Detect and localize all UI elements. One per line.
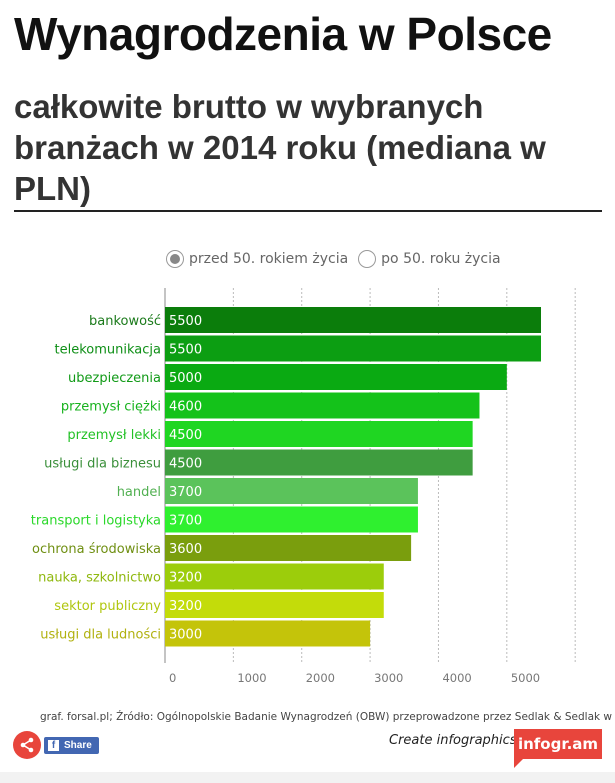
brand-logo-link[interactable]: infogr.am xyxy=(514,729,602,759)
bottom-bar xyxy=(0,772,615,783)
bar xyxy=(165,335,541,362)
x-tick-label: 5000 xyxy=(511,671,540,685)
data-label: 3200 xyxy=(169,599,202,614)
share-label: Share xyxy=(64,740,92,751)
share-icon xyxy=(20,737,34,753)
category-label: usługi dla biznesu xyxy=(44,457,161,472)
data-label: 3200 xyxy=(169,571,202,586)
x-tick-label: 3000 xyxy=(374,671,403,685)
category-label: handel xyxy=(117,485,161,500)
category-label: ochrona środowiska xyxy=(32,542,161,557)
data-label: 3600 xyxy=(169,542,202,557)
title-divider xyxy=(14,210,602,212)
bar xyxy=(165,535,412,561)
bar-chart-svg: 5500 bankowość 5500 telekomunikacja 5000 ubez… xyxy=(31,288,576,685)
data-label: 4500 xyxy=(169,457,202,472)
x-tick-label: 1000 xyxy=(237,671,266,685)
category-label: usługi dla ludności xyxy=(40,628,161,643)
category-label: sektor publiczny xyxy=(54,599,161,614)
chart-legend: przed 50. rokiem życia po 50. roku życia xyxy=(166,246,511,272)
bar xyxy=(165,392,480,419)
page-subtitle: całkowite brutto w wybranych branżach w … xyxy=(14,88,546,207)
bar xyxy=(165,506,418,533)
bar xyxy=(165,307,541,333)
data-label: 3700 xyxy=(169,485,202,500)
radio-unselected-icon[interactable] xyxy=(358,250,377,268)
data-label: 5500 xyxy=(169,343,202,358)
facebook-icon: f xyxy=(48,740,59,751)
category-label: przemysł lekki xyxy=(67,428,161,443)
bar xyxy=(165,592,384,618)
create-infographics-link[interactable]: Create infographics xyxy=(389,733,517,748)
category-label: bankowość xyxy=(89,314,161,329)
data-label: 3700 xyxy=(169,514,202,529)
x-tick-label: 4000 xyxy=(442,671,471,685)
data-label: 4600 xyxy=(169,400,202,415)
source-note: graf. forsal.pl; Źródło: Ogólnopolskie B… xyxy=(40,711,615,723)
data-label: 4500 xyxy=(169,428,202,443)
data-label: 5500 xyxy=(169,314,202,329)
share-button[interactable] xyxy=(13,731,41,759)
legend-label: przed 50. rokiem życia xyxy=(189,251,349,267)
category-label: przemysł ciężki xyxy=(61,400,161,415)
legend-option-before-50[interactable]: przed 50. rokiem życia xyxy=(166,250,348,268)
page-title: Wynagrodzenia w Polsce xyxy=(14,8,552,60)
data-label: 5000 xyxy=(169,371,202,386)
legend-option-after-50[interactable]: po 50. roku życia xyxy=(358,250,501,268)
legend-label: po 50. roku życia xyxy=(381,251,501,267)
bar xyxy=(165,449,473,476)
category-label: transport i logistyka xyxy=(31,514,161,529)
bar xyxy=(165,364,507,390)
data-label: 3000 xyxy=(169,628,202,643)
bar xyxy=(165,620,371,647)
category-label: ubezpieczenia xyxy=(68,371,161,386)
x-tick-label: 2000 xyxy=(306,671,335,685)
brand-notch xyxy=(514,759,523,768)
bar-chart: 5500 bankowość 5500 telekomunikacja 5000 ubez… xyxy=(0,280,615,690)
category-label: telekomunikacja xyxy=(55,343,161,358)
facebook-share-button[interactable]: f Share xyxy=(44,737,99,754)
bar xyxy=(165,421,473,447)
radio-selected-icon[interactable] xyxy=(166,250,184,268)
bar xyxy=(165,563,384,590)
x-tick-label: 0 xyxy=(169,671,176,685)
bar xyxy=(165,478,418,504)
category-label: nauka, szkolnictwo xyxy=(38,571,161,586)
